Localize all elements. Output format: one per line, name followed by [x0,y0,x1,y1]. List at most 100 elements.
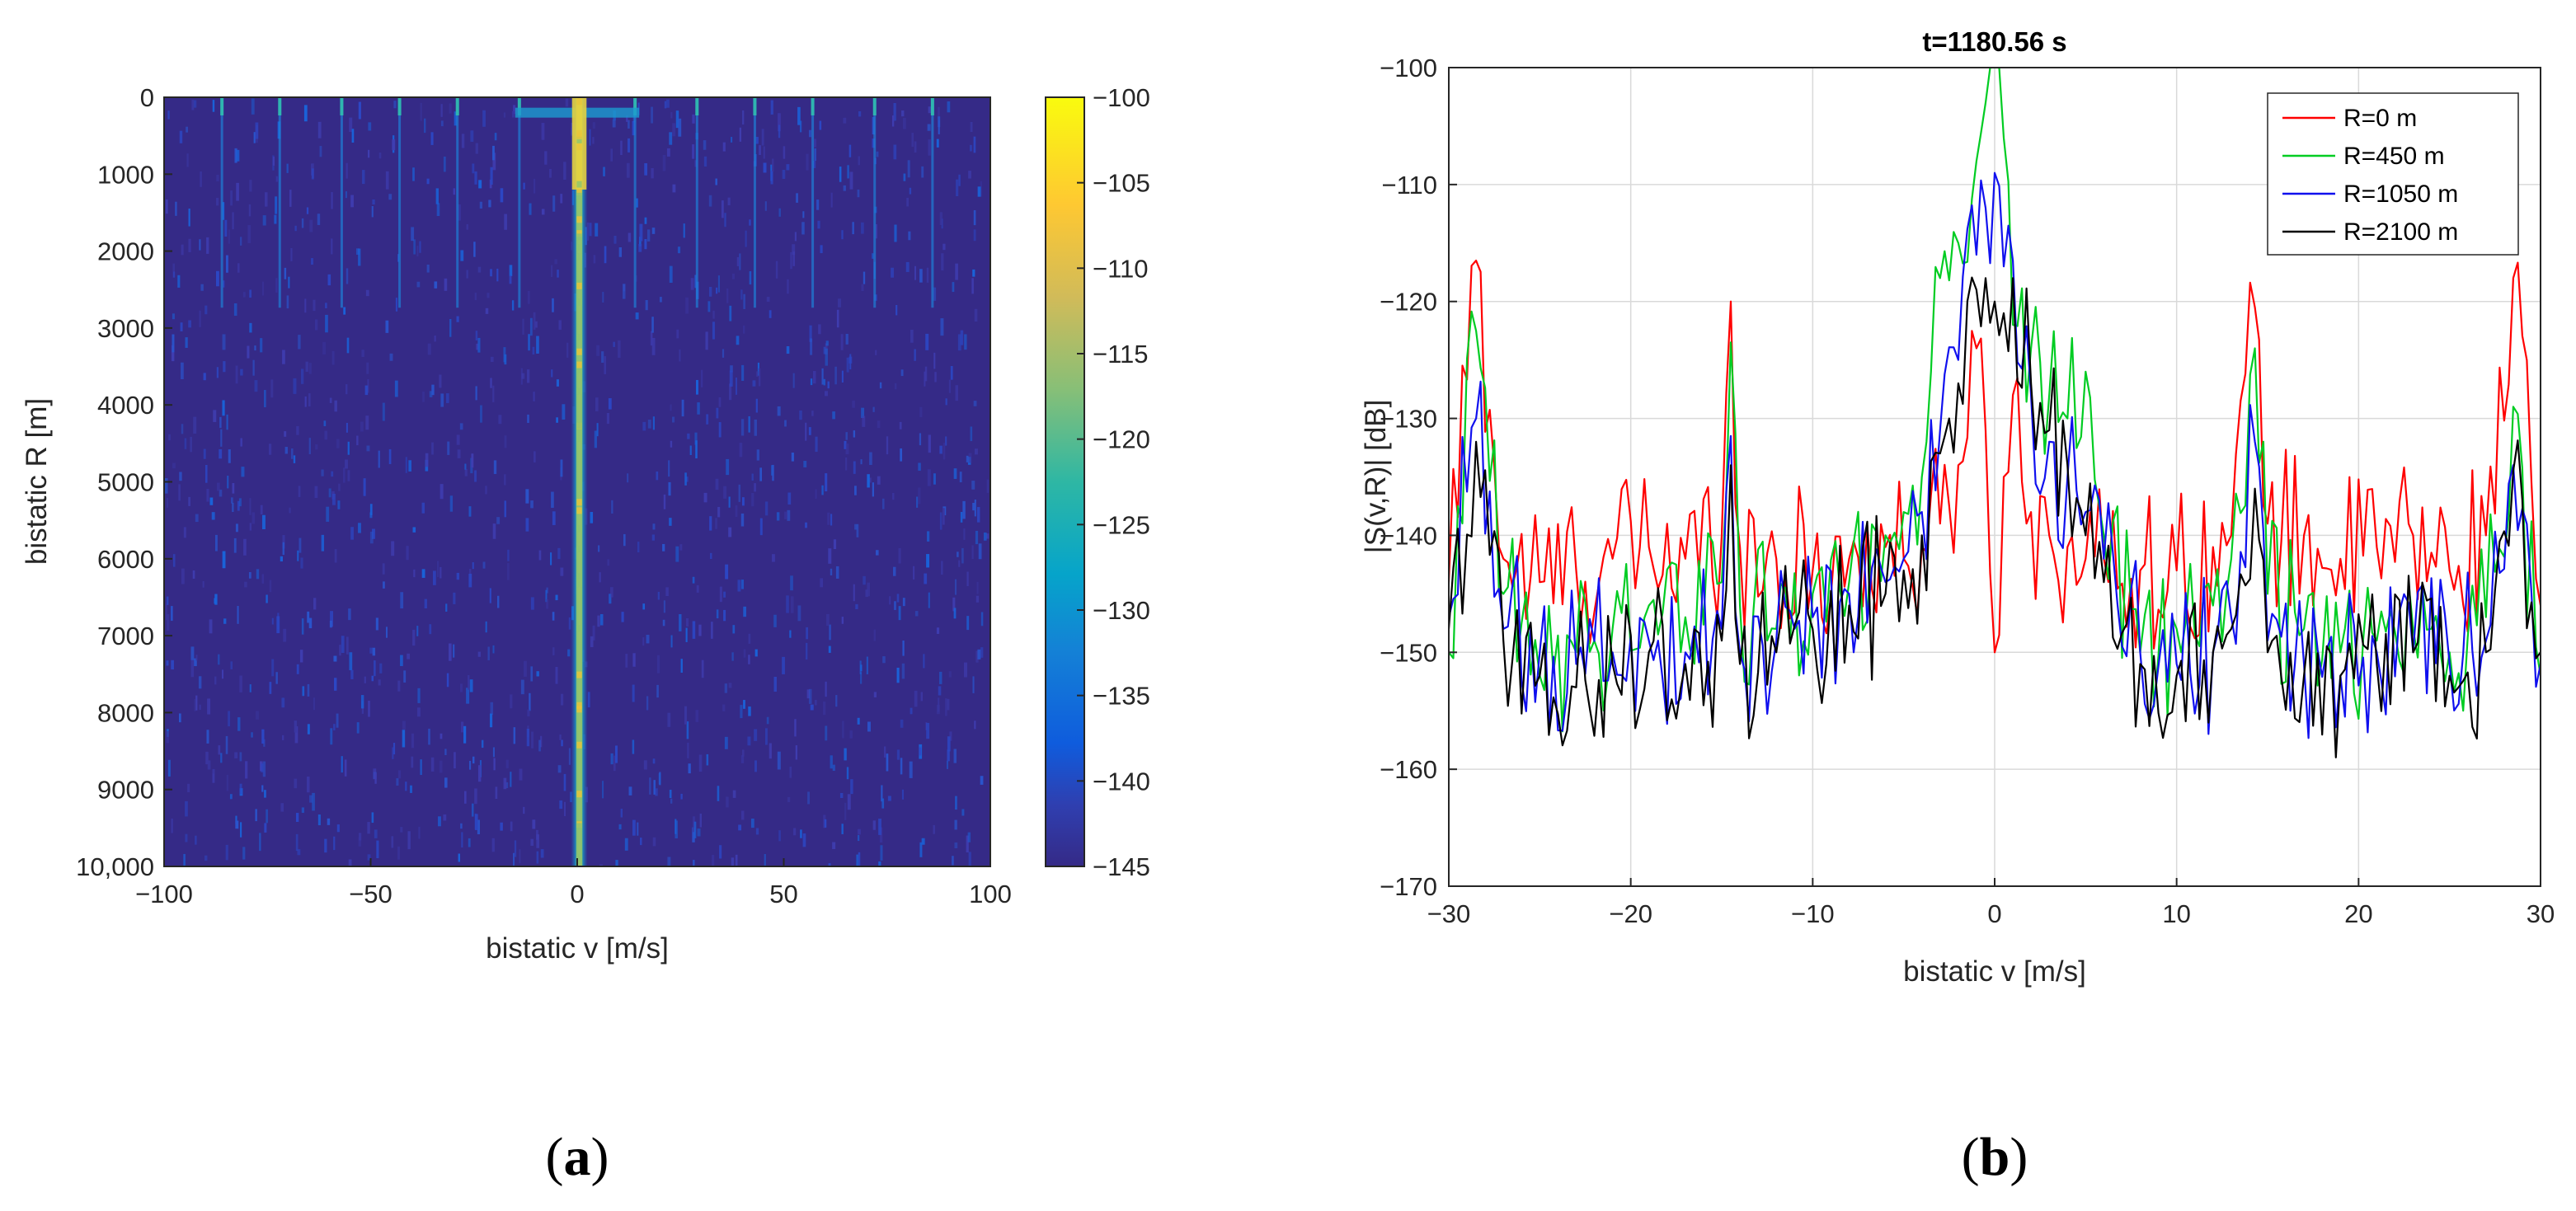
heatmap-noise-cell [740,513,745,527]
heatmap-noise-cell [453,644,455,658]
colorbar-tick-label: −115 [1093,340,1149,368]
heatmap-noise-cell [434,335,436,342]
heatmap-noise-cell [623,284,626,299]
heatmap-noise-cell [460,823,463,829]
heatmap-noise-cell [687,433,690,439]
heatmap-noise-cell [685,627,688,642]
heatmap-noise-cell [973,229,976,242]
heatmap-noise-cell [657,591,660,600]
heatmap-noise-cell [942,243,946,251]
heatmap-noise-cell [810,338,813,355]
heatmap-noise-cell [243,538,247,556]
heatmap-noise-cell [392,747,394,759]
heatmap-noise-cell [371,528,375,539]
heatmap-noise-cell [237,263,240,273]
heatmap-noise-cell [946,760,949,769]
heatmap-noise-cell [536,671,539,677]
heatmap-noise-cell [712,855,715,866]
heatmap-noise-cell [675,546,679,562]
heatmap-noise-cell [457,449,461,458]
heatmap-noise-cell [717,506,721,518]
heatmap-noise-cell [199,310,201,327]
heatmap-noise-cell [645,299,648,311]
heatmap-noise-cell [227,475,229,489]
heatmap-noise-cell [729,305,732,322]
heatmap-noise-cell [644,217,647,224]
heatmap-noise-cell [815,489,817,499]
heatmap-noise-cell [336,824,340,833]
heatmap-noise-cell [420,102,423,121]
heatmap-noise-cell [701,659,704,678]
heatmap-noise-cell [172,313,175,320]
heatmap-noise-cell [602,292,604,303]
heatmap-noise-cell [740,289,743,300]
heatmap-noise-cell [938,120,940,134]
heatmap-noise-cell [436,561,440,578]
heatmap-noise-cell [966,835,969,853]
heatmap-noise-cell [461,832,463,847]
heatmap-noise-cell [358,101,361,120]
heatmap-noise-cell [596,345,600,356]
heatmap-noise-cell [677,246,681,254]
heatmap-noise-cell [530,666,534,682]
heatmap-noise-cell [216,367,219,378]
heatmap-noise-cell [444,749,447,755]
heatmap-noise-cell [936,138,939,148]
heatmap-noise-cell [323,420,327,426]
heatmap-noise-cell [787,492,792,505]
heatmap-noise-cell [792,251,795,266]
heatmap-noise-cell [237,500,240,511]
heatmap-noise-cell [496,595,500,608]
heatmap-noise-cell [828,548,832,564]
heatmap-streak-top [340,97,344,115]
line-chart-title: t=1180.56 s [1922,26,2066,57]
heatmap-noise-cell [165,603,167,621]
line-chart-y-axis-label: |S(v,R)| [dB] [1360,400,1392,554]
heatmap-noise-cell [638,237,642,246]
heatmap-noise-cell [960,330,964,345]
heatmap-noise-cell [860,672,863,684]
heatmap-noise-cell [248,572,251,579]
heatmap-noise-cell [393,743,396,755]
heatmap-noise-cell [722,349,725,358]
heatmap-noise-cell [402,720,406,730]
heatmap-noise-cell [349,117,353,133]
heatmap-noise-cell [715,518,717,529]
heatmap-noise-cell [487,646,490,660]
heatmap-noise-cell [948,671,952,678]
heatmap-noise-cell [552,195,556,212]
heatmap-noise-cell [805,642,808,660]
heatmap-noise-cell [941,561,943,575]
heatmap-y-tick-label: 3000 [97,314,154,343]
heatmap-noise-cell [538,550,542,561]
heatmap-noise-cell [599,572,601,583]
heatmap-noise-cell [185,800,188,817]
heatmap-noise-cell [334,678,337,691]
heatmap-noise-cell [485,621,487,633]
heatmap-noise-cell [560,567,564,576]
heatmap-noise-cell [181,244,184,256]
heatmap-noise-cell [919,406,923,418]
heatmap-ridge-speckle [576,230,582,237]
heatmap-noise-cell [658,772,661,785]
heatmap-noise-cell [503,777,507,790]
heatmap-noise-cell [903,117,906,129]
heatmap-noise-cell [284,431,287,437]
heatmap-noise-cell [206,730,209,744]
heatmap-noise-cell [464,791,467,804]
heatmap-noise-cell [552,298,554,312]
heatmap-noise-cell [274,214,277,224]
heatmap-noise-cell [861,222,864,234]
heatmap-noise-cell [412,167,415,181]
heatmap-noise-cell [454,111,458,126]
heatmap-noise-cell [523,182,525,190]
heatmap-streak [398,115,402,308]
heatmap-noise-cell [180,322,183,331]
heatmap-ridge-speckle [576,525,582,533]
heatmap-noise-cell [301,807,305,814]
heatmap-y-tick-label: 5000 [97,468,154,497]
heatmap-noise-cell [921,166,924,178]
heatmap-noise-cell [385,171,389,190]
heatmap-noise-cell [856,523,859,537]
heatmap-noise-cell [261,729,265,744]
